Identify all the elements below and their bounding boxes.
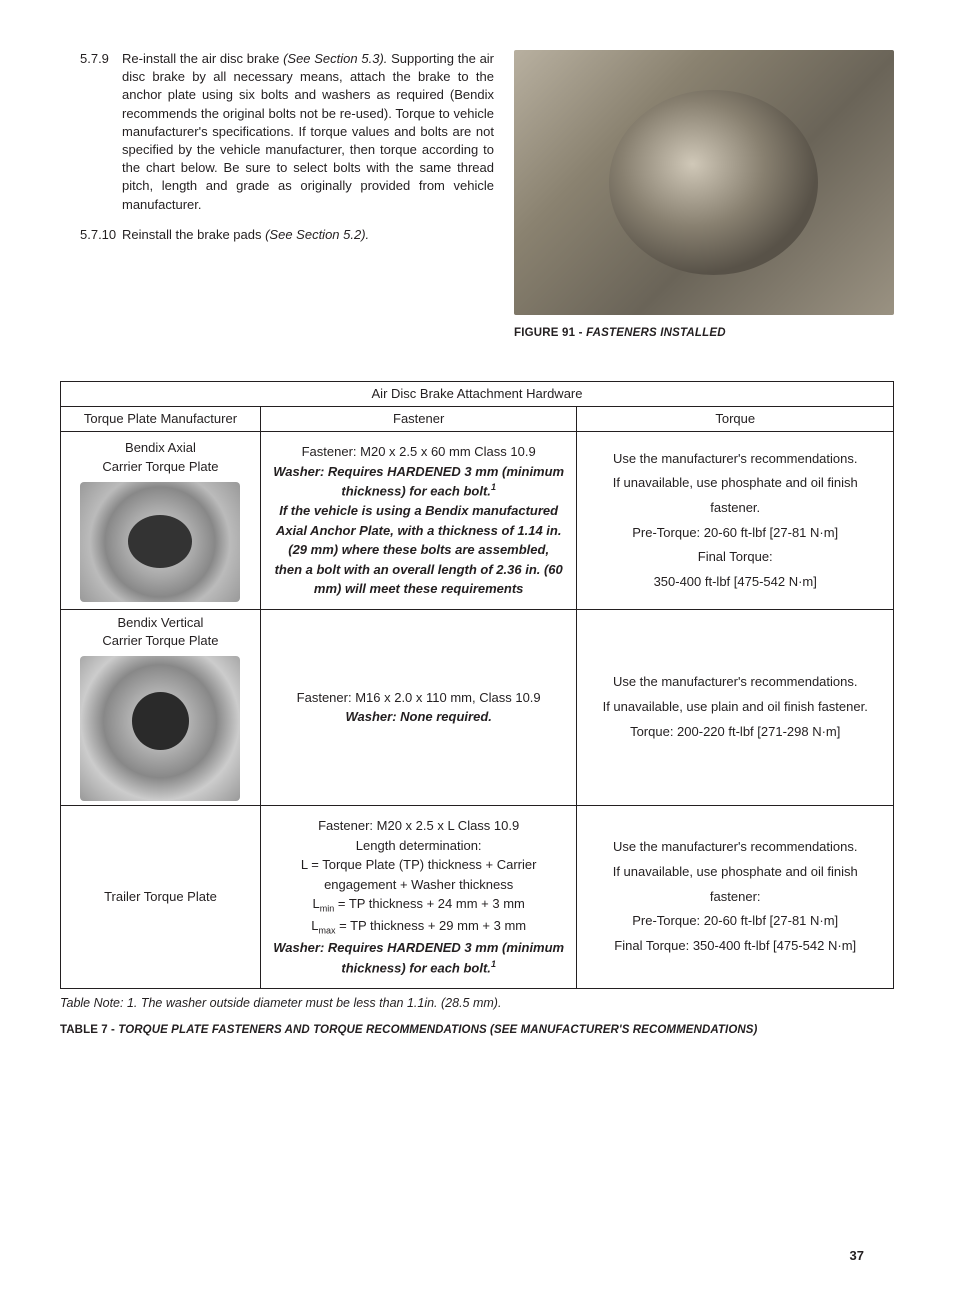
table-note: Table Note: 1. The washer outside diamet…: [60, 995, 894, 1013]
fastener-line: Fastener: M20 x 2.5 x 60 mm Class 10.9: [273, 442, 565, 462]
fastener-line: Washer: Requires HARDENED 3 mm (minimum …: [273, 462, 565, 501]
torque-line: If unavailable, use phosphate and oil fi…: [589, 860, 881, 909]
plate-image: [80, 482, 240, 602]
table-cell-plate: Bendix AxialCarrier Torque Plate: [61, 432, 261, 609]
torque-line: Final Torque: 350-400 ft-lbf [475-542 N·…: [589, 934, 881, 959]
table-title-caption: TORQUE PLATE FASTENERS AND TORQUE RECOMM…: [118, 1024, 757, 1036]
table-header-torque: Torque: [577, 407, 894, 432]
fastener-line: L = Torque Plate (TP) thickness + Carrie…: [273, 855, 565, 894]
torque-line: Pre-Torque: 20-60 ft-lbf [27-81 N·m]: [589, 909, 881, 934]
table-header-manufacturer: Torque Plate Manufacturer: [61, 407, 261, 432]
table-cell-fastener: Fastener: M20 x 2.5 x 60 mm Class 10.9Wa…: [260, 432, 577, 609]
fastener-line: Fastener: M16 x 2.0 x 110 mm, Class 10.9: [273, 688, 565, 708]
para-text-after: Supporting the air disc brake by all nec…: [122, 51, 494, 212]
table-title-row: Air Disc Brake Attachment Hardware: [61, 382, 894, 407]
fastener-line: Fastener: M20 x 2.5 x L Class 10.9: [273, 816, 565, 836]
plate-label: Trailer Torque Plate: [69, 888, 252, 906]
page-number: 37: [850, 1247, 864, 1265]
torque-line: Pre-Torque: 20-60 ft-lbf [27-81 N·m]: [589, 521, 881, 546]
right-figure-column: FIGURE 91 - FASTENERS INSTALLED: [514, 50, 894, 341]
table-header-fastener: Fastener: [260, 407, 577, 432]
para-number: 5.7.10: [80, 226, 122, 244]
para-text-before: Reinstall the brake pads: [122, 227, 265, 242]
torque-line: Use the manufacturer's recommendations.: [589, 447, 881, 472]
table-cell-torque: Use the manufacturer's recommendations.I…: [577, 806, 894, 989]
paragraph-5-7-9: 5.7.9 Re-install the air disc brake (See…: [80, 50, 494, 214]
hardware-table: Air Disc Brake Attachment Hardware Torqu…: [60, 381, 894, 989]
plate-label: Bendix AxialCarrier Torque Plate: [69, 439, 252, 475]
para-number: 5.7.9: [80, 50, 122, 214]
table-7-title: TABLE 7 - TORQUE PLATE FASTENERS AND TOR…: [60, 1022, 894, 1038]
para-text-before: Re-install the air disc brake: [122, 51, 283, 66]
table-title-label: TABLE 7 -: [60, 1024, 118, 1036]
table-cell-plate: Trailer Torque Plate: [61, 806, 261, 989]
plate-image: [80, 656, 240, 801]
table-cell-torque: Use the manufacturer's recommendations.I…: [577, 609, 894, 805]
para-text-italic: (See Section 5.3).: [283, 51, 387, 66]
table-cell-fastener: Fastener: M16 x 2.0 x 110 mm, Class 10.9…: [260, 609, 577, 805]
torque-line: Use the manufacturer's recommendations.: [589, 670, 881, 695]
table-cell-plate: Bendix VerticalCarrier Torque Plate: [61, 609, 261, 805]
torque-line: Torque: 200-220 ft-lbf [271-298 N·m]: [589, 720, 881, 745]
fastener-line: Lmax = TP thickness + 29 mm + 3 mm: [273, 916, 565, 938]
torque-line: If unavailable, use plain and oil finish…: [589, 695, 881, 720]
table-cell-fastener: Fastener: M20 x 2.5 x L Class 10.9Length…: [260, 806, 577, 989]
fastener-line: Washer: None required.: [273, 707, 565, 727]
paragraph-5-7-10: 5.7.10 Reinstall the brake pads (See Sec…: [80, 226, 494, 244]
top-section: 5.7.9 Re-install the air disc brake (See…: [60, 50, 894, 341]
table-cell-torque: Use the manufacturer's recommendations.I…: [577, 432, 894, 609]
torque-line: If unavailable, use phosphate and oil fi…: [589, 471, 881, 520]
fastener-line: If the vehicle is using a Bendix manufac…: [273, 501, 565, 599]
fastener-line: Washer: Requires HARDENED 3 mm (minimum …: [273, 938, 565, 977]
plate-label: Bendix VerticalCarrier Torque Plate: [69, 614, 252, 650]
figure-caption-text: FASTENERS INSTALLED: [586, 327, 726, 339]
figure-91-caption: FIGURE 91 - FASTENERS INSTALLED: [514, 325, 894, 341]
figure-91-image: [514, 50, 894, 315]
fastener-line: Length determination:: [273, 836, 565, 856]
para-text: Reinstall the brake pads (See Section 5.…: [122, 226, 494, 244]
para-text-italic: (See Section 5.2).: [265, 227, 369, 242]
fastener-line: Lmin = TP thickness + 24 mm + 3 mm: [273, 894, 565, 916]
torque-line: Final Torque:: [589, 545, 881, 570]
torque-line: 350-400 ft-lbf [475-542 N·m]: [589, 570, 881, 595]
figure-label: FIGURE 91 -: [514, 327, 586, 339]
torque-line: Use the manufacturer's recommendations.: [589, 835, 881, 860]
para-text: Re-install the air disc brake (See Secti…: [122, 50, 494, 214]
left-text-column: 5.7.9 Re-install the air disc brake (See…: [60, 50, 494, 341]
